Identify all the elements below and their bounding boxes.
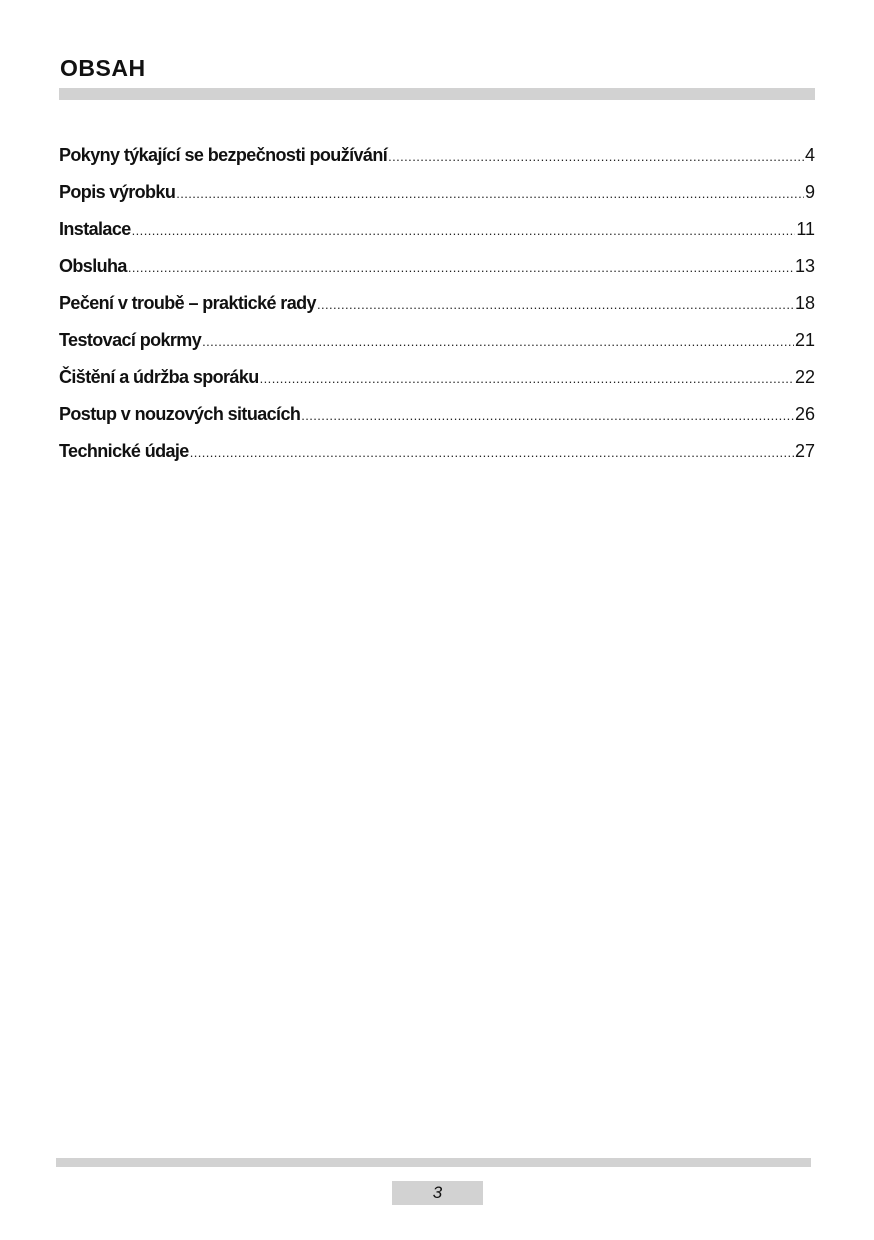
toc-entry-label: Pokyny týkající se bezpečnosti používání	[59, 145, 388, 165]
toc-entry-page: 4	[804, 145, 815, 165]
toc-entry[interactable]: Pokyny týkající se bezpečnosti používání…	[59, 145, 815, 182]
toc-entry-label: Technické údaje	[59, 441, 189, 461]
toc-entry-label: Postup v nouzových situacích	[59, 404, 301, 424]
toc-entry-label: Čištění a údržba sporáku	[59, 367, 259, 387]
dot-leader	[132, 223, 796, 238]
toc-entry-label: Testovací pokrmy	[59, 330, 202, 350]
page-number: 3	[392, 1181, 483, 1205]
toc-entry-page: 18	[794, 293, 815, 313]
footer-divider-bar	[56, 1158, 811, 1167]
toc-entry-page: 9	[804, 182, 815, 202]
dot-leader	[301, 408, 794, 423]
toc-entry-label: Instalace	[59, 219, 131, 239]
dot-leader	[190, 445, 794, 460]
dot-leader	[202, 334, 794, 349]
toc-entry-page: 11	[796, 219, 815, 239]
toc-entry[interactable]: Postup v nouzových situacích 26	[59, 404, 815, 441]
toc-entry-label: Pečení v troubě – praktické rady	[59, 293, 317, 313]
dot-leader	[260, 371, 794, 386]
toc-entry-page: 22	[794, 367, 815, 387]
toc-entry-page: 13	[794, 256, 815, 276]
toc-entry-label: Popis výrobku	[59, 182, 176, 202]
toc-entry[interactable]: Instalace 11	[59, 219, 815, 256]
toc-entry[interactable]: Obsluha 13	[59, 256, 815, 293]
toc-entry-label: Obsluha	[59, 256, 127, 276]
toc-entry[interactable]: Čištění a údržba sporáku 22	[59, 367, 815, 404]
toc-entry[interactable]: Technické údaje 27	[59, 441, 815, 478]
table-of-contents: Pokyny týkající se bezpečnosti používání…	[59, 145, 815, 478]
toc-entry[interactable]: Testovací pokrmy 21	[59, 330, 815, 367]
toc-entry-page: 26	[794, 404, 815, 424]
dot-leader	[388, 149, 804, 164]
page-title: OBSAH	[60, 55, 146, 81]
dot-leader	[176, 186, 804, 201]
toc-entry[interactable]: Popis výrobku 9	[59, 182, 815, 219]
toc-entry-page: 21	[794, 330, 815, 350]
dot-leader	[317, 297, 794, 312]
header-divider-bar	[59, 88, 815, 100]
toc-entry-page: 27	[794, 441, 815, 461]
dot-leader	[128, 260, 794, 275]
toc-entry[interactable]: Pečení v troubě – praktické rady 18	[59, 293, 815, 330]
